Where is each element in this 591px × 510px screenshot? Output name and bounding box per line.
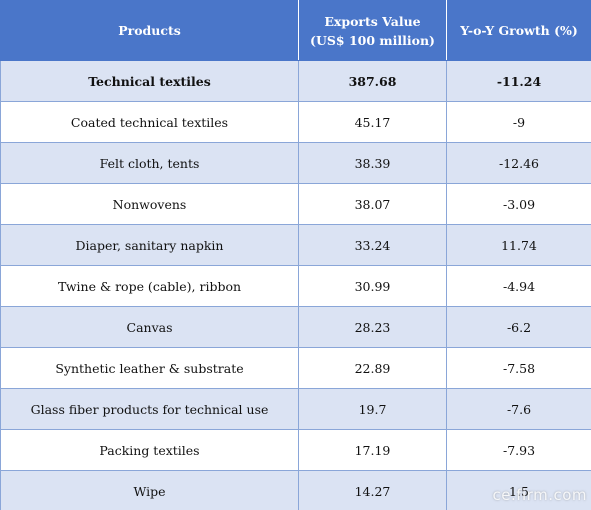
cell-product: Synthetic leather & substrate [0,347,299,389]
header-growth: Y-o-Y Growth (%) [446,0,591,61]
cell-growth: -4.94 [446,265,591,307]
cell-growth: -7.93 [446,429,591,471]
table-row: Diaper, sanitary napkin 33.24 11.74 [0,224,591,266]
cell-exports: 387.68 [298,60,447,102]
cell-exports: 22.89 [298,347,447,389]
cell-exports: 28.23 [298,306,447,348]
header-exports-line1: Exports Value [324,13,421,29]
table-body: Technical textiles 387.68 -11.24 Coated … [0,60,591,510]
cell-growth: 11.74 [446,224,591,266]
cell-exports: 38.39 [298,142,447,184]
cell-product: Twine & rope (cable), ribbon [0,265,299,307]
cell-exports: 33.24 [298,224,447,266]
cell-product: Coated technical textiles [0,101,299,143]
cell-exports: 30.99 [298,265,447,307]
header-products: Products [0,0,299,61]
cell-growth: -3.09 [446,183,591,225]
cell-product: Nonwovens [0,183,299,225]
cell-exports: 38.07 [298,183,447,225]
cell-growth: -11.24 [446,60,591,102]
cell-product: Packing textiles [0,429,299,471]
cell-exports: 17.19 [298,429,447,471]
cell-growth: 1.5 [446,470,591,510]
table-row: Canvas 28.23 -6.2 [0,306,591,348]
cell-growth: -7.58 [446,347,591,389]
cell-growth: -12.46 [446,142,591,184]
table-row: Wipe 14.27 1.5 [0,470,591,510]
table-row: Nonwovens 38.07 -3.09 [0,183,591,225]
table-header: Products Exports Value (US$ 100 million)… [0,0,591,61]
watermark: ce.firm.com [492,486,587,504]
cell-product: Felt cloth, tents [0,142,299,184]
cell-exports: 45.17 [298,101,447,143]
cell-product: Technical textiles [0,60,299,102]
table-row: Packing textiles 17.19 -7.93 [0,429,591,471]
header-row: Products Exports Value (US$ 100 million)… [0,0,591,61]
cell-growth: -7.6 [446,388,591,430]
cell-growth: -6.2 [446,306,591,348]
table-row: Twine & rope (cable), ribbon 30.99 -4.94 [0,265,591,307]
cell-exports: 19.7 [298,388,447,430]
cell-exports: 14.27 [298,470,447,510]
cell-growth: -9 [446,101,591,143]
cell-product: Canvas [0,306,299,348]
table-row: Coated technical textiles 45.17 -9 [0,101,591,143]
table-row: Synthetic leather & substrate 22.89 -7.5… [0,347,591,389]
cell-product: Glass fiber products for technical use [0,388,299,430]
table-row: Technical textiles 387.68 -11.24 [0,60,591,102]
table-row: Felt cloth, tents 38.39 -12.46 [0,142,591,184]
cell-product: Diaper, sanitary napkin [0,224,299,266]
cell-product: Wipe [0,470,299,510]
header-exports-value: Exports Value (US$ 100 million) [298,0,447,61]
table-row: Glass fiber products for technical use 1… [0,388,591,430]
header-exports-line2: (US$ 100 million) [310,32,435,48]
